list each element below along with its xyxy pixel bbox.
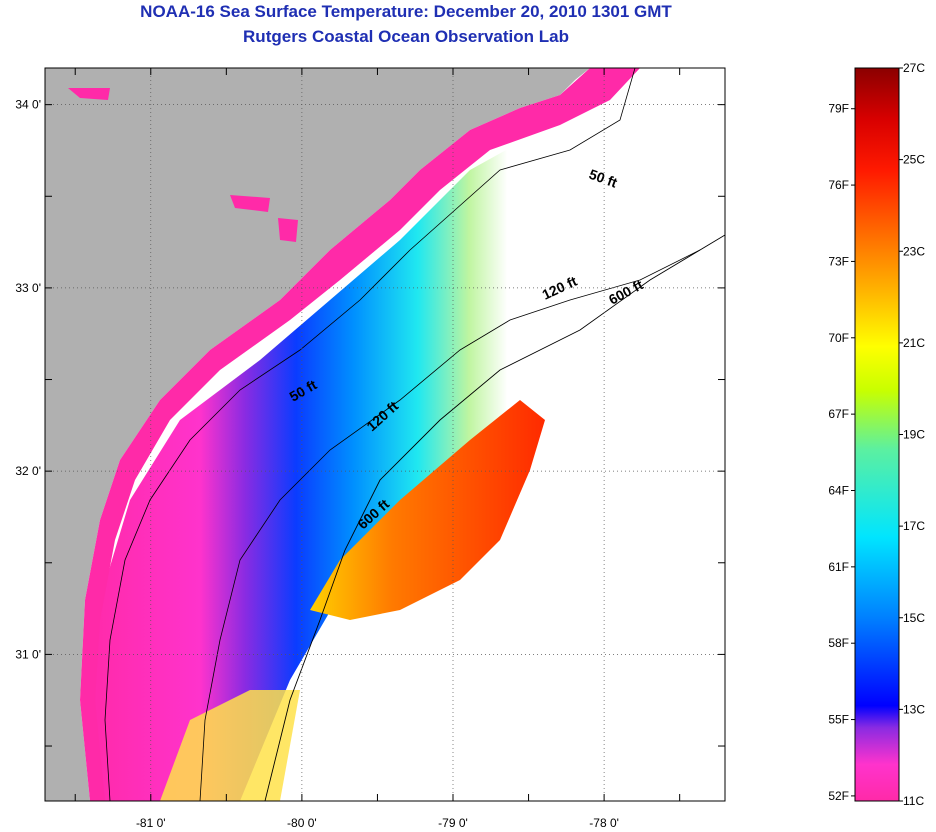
- map-subtitle: Rutgers Coastal Ocean Observation Lab: [243, 27, 569, 46]
- fahrenheit-label: 58F: [828, 636, 849, 650]
- lon-tick-label: -78 0': [589, 816, 619, 830]
- celsius-label: 23C: [903, 244, 925, 258]
- fahrenheit-label: 67F: [828, 407, 849, 421]
- lon-tick-label: -81 0': [136, 816, 166, 830]
- celsius-label: 27C: [903, 61, 925, 75]
- fahrenheit-label: 79F: [828, 102, 849, 116]
- celsius-label: 21C: [903, 336, 925, 350]
- celsius-label: 17C: [903, 519, 925, 533]
- celsius-label: 19C: [903, 428, 925, 442]
- inland-lake: [68, 88, 110, 100]
- map-title: NOAA-16 Sea Surface Temperature: Decembe…: [140, 2, 672, 21]
- fahrenheit-label: 70F: [828, 331, 849, 345]
- sst-field: [85, 68, 725, 801]
- contour-120ft: [199, 249, 701, 801]
- celsius-label: 25C: [903, 153, 925, 167]
- lat-tick-label: 33 0': [15, 281, 41, 295]
- warm-patch: [160, 690, 300, 801]
- map-frame: [44, 67, 726, 802]
- fahrenheit-label: 76F: [828, 178, 849, 192]
- lon-tick-label: -80 0': [287, 816, 317, 830]
- inland-lake: [230, 195, 270, 212]
- colorbar: [854, 67, 900, 802]
- inland-lake: [278, 218, 298, 242]
- gulf-stream-band: [310, 400, 545, 620]
- fahrenheit-label: 61F: [828, 560, 849, 574]
- fahrenheit-label: 73F: [828, 254, 849, 268]
- lat-tick-label: 31 0': [15, 647, 41, 661]
- celsius-label: 11C: [903, 794, 924, 808]
- celsius-label: 15C: [903, 611, 925, 625]
- contour-600ft: [264, 234, 725, 801]
- fahrenheit-label: 64F: [828, 483, 849, 497]
- lat-tick-label: 34 0': [15, 98, 41, 112]
- celsius-label: 13C: [903, 702, 925, 716]
- fahrenheit-label: 55F: [828, 713, 849, 727]
- lat-tick-label: 32 0': [15, 464, 41, 478]
- lon-tick-label: -79 0': [438, 816, 468, 830]
- land-mass: [45, 68, 590, 801]
- contour-50ft: [104, 68, 636, 801]
- fahrenheit-label: 52F: [828, 789, 849, 803]
